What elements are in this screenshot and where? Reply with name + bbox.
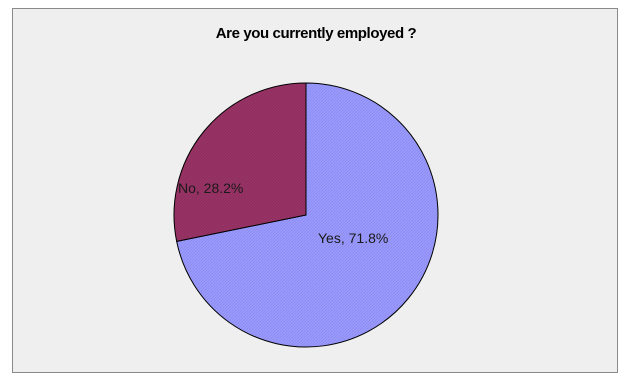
pie-slice-texture-no — [174, 83, 306, 242]
pie-slice-texture-yes — [176, 83, 439, 348]
slice-label-no: No, 28.2% — [178, 180, 243, 196]
slice-label-yes: Yes, 71.8% — [318, 230, 388, 246]
chart-title: Are you currently employed ? — [215, 25, 417, 42]
